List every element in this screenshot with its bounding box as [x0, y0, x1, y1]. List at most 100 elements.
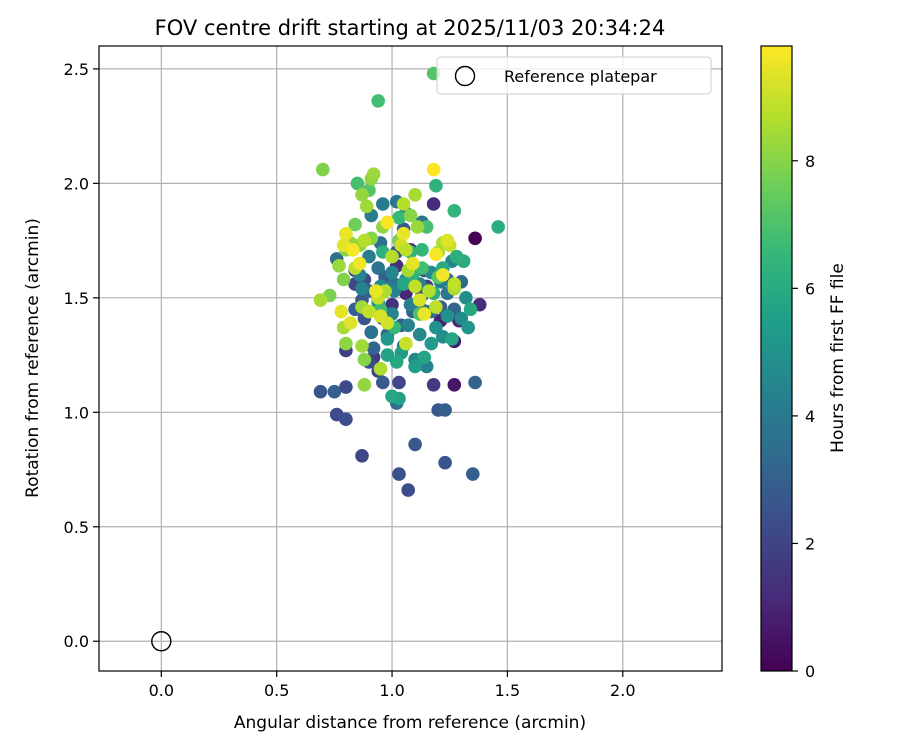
x-tick-label: 1.5 [495, 681, 520, 700]
x-tick-label: 1.0 [379, 681, 404, 700]
data-point [419, 220, 434, 234]
plot-frame [98, 45, 723, 672]
data-point [364, 325, 379, 340]
data-point [376, 197, 390, 211]
data-point [348, 217, 362, 232]
data-point [339, 336, 353, 351]
y-tick-label: 0.0 [64, 632, 89, 651]
data-point [396, 277, 411, 291]
legend-label-reference: Reference platepar [504, 67, 657, 86]
data-point [355, 188, 369, 202]
data-point [438, 455, 452, 470]
data-point [429, 247, 443, 262]
data-point [336, 272, 351, 287]
data-point [417, 307, 432, 321]
data-point [339, 412, 353, 427]
data-point [491, 220, 506, 234]
colorbar-ticks: 0 2 4 6 8 [792, 152, 815, 681]
data-point [408, 188, 422, 202]
data-point [461, 320, 476, 335]
y-axis-label: Rotation from reference (arcmin) [23, 218, 43, 498]
data-point [389, 355, 404, 369]
data-point [415, 243, 429, 257]
data-point [369, 284, 383, 298]
data-point [355, 339, 369, 353]
data-point [422, 284, 436, 298]
data-point [327, 384, 342, 399]
data-point [355, 449, 369, 463]
data-point [392, 467, 406, 481]
legend-box [436, 56, 712, 95]
data-point [313, 384, 328, 399]
data-point [440, 233, 455, 248]
data-point [366, 167, 381, 181]
data-point [313, 293, 328, 307]
data-point [412, 327, 427, 342]
y-tick-label: 1.5 [64, 289, 89, 308]
data-point [406, 256, 420, 271]
data-point [376, 375, 390, 390]
data-point [373, 309, 388, 323]
y-tick-label: 1.0 [64, 403, 89, 422]
data-point [447, 378, 462, 392]
data-point [466, 467, 480, 481]
data-point [399, 336, 413, 351]
data-point [396, 226, 411, 241]
data-point [438, 403, 452, 417]
data-point [362, 249, 376, 264]
chart-title: FOV centre drift starting at 2025/11/03 … [155, 16, 666, 40]
x-tick-label: 2.0 [610, 681, 635, 700]
colorbar-tick-label: 0 [805, 662, 815, 681]
data-point [401, 483, 416, 497]
data-point [436, 268, 450, 282]
data-point [339, 380, 353, 394]
data-point [396, 197, 411, 211]
data-point [403, 208, 418, 223]
colorbar-gradient [760, 45, 793, 672]
data-point [412, 293, 427, 307]
data-point [339, 226, 353, 241]
data-point [359, 199, 374, 214]
data-point [426, 378, 441, 392]
data-point [449, 249, 464, 264]
colorbar-label: Hours from first FF file [828, 263, 848, 453]
data-point [357, 352, 372, 367]
data-point [357, 378, 372, 392]
data-point [350, 176, 365, 191]
x-tick-label: 0.5 [264, 681, 289, 700]
colorbar-tick-label: 4 [805, 407, 815, 426]
data-point [380, 332, 395, 346]
colorbar: 0 2 4 6 8 Hours from first FF file [760, 45, 848, 681]
data-point [440, 309, 455, 323]
data-point [366, 341, 381, 356]
data-point [362, 304, 376, 319]
data-point [332, 259, 346, 273]
data-point [408, 279, 422, 294]
data-point [459, 291, 473, 305]
data-point [392, 210, 406, 225]
colorbar-tick-label: 8 [805, 152, 815, 171]
data-point [399, 243, 413, 257]
data-point [410, 220, 425, 234]
data-point [380, 215, 395, 230]
data-point [316, 162, 330, 177]
data-point [463, 302, 478, 317]
data-point [371, 261, 386, 275]
data-point [346, 243, 360, 257]
data-point [408, 437, 422, 452]
data-point [401, 318, 416, 333]
y-axis: 0.0 0.5 1.0 1.5 2.0 2.5 [64, 60, 99, 651]
data-point [408, 359, 422, 374]
y-tick-label: 0.5 [64, 518, 89, 537]
y-tick-label: 2.0 [64, 174, 89, 193]
data-point [426, 197, 441, 211]
data-point [371, 94, 386, 108]
x-axis: 0.0 0.5 1.0 1.5 2.0 [149, 671, 636, 700]
data-point [352, 256, 367, 271]
x-axis-label: Angular distance from reference (arcmin) [234, 713, 586, 733]
data-point [447, 204, 462, 218]
data-point [373, 362, 388, 376]
data-points [151, 66, 506, 652]
data-point [343, 316, 358, 330]
